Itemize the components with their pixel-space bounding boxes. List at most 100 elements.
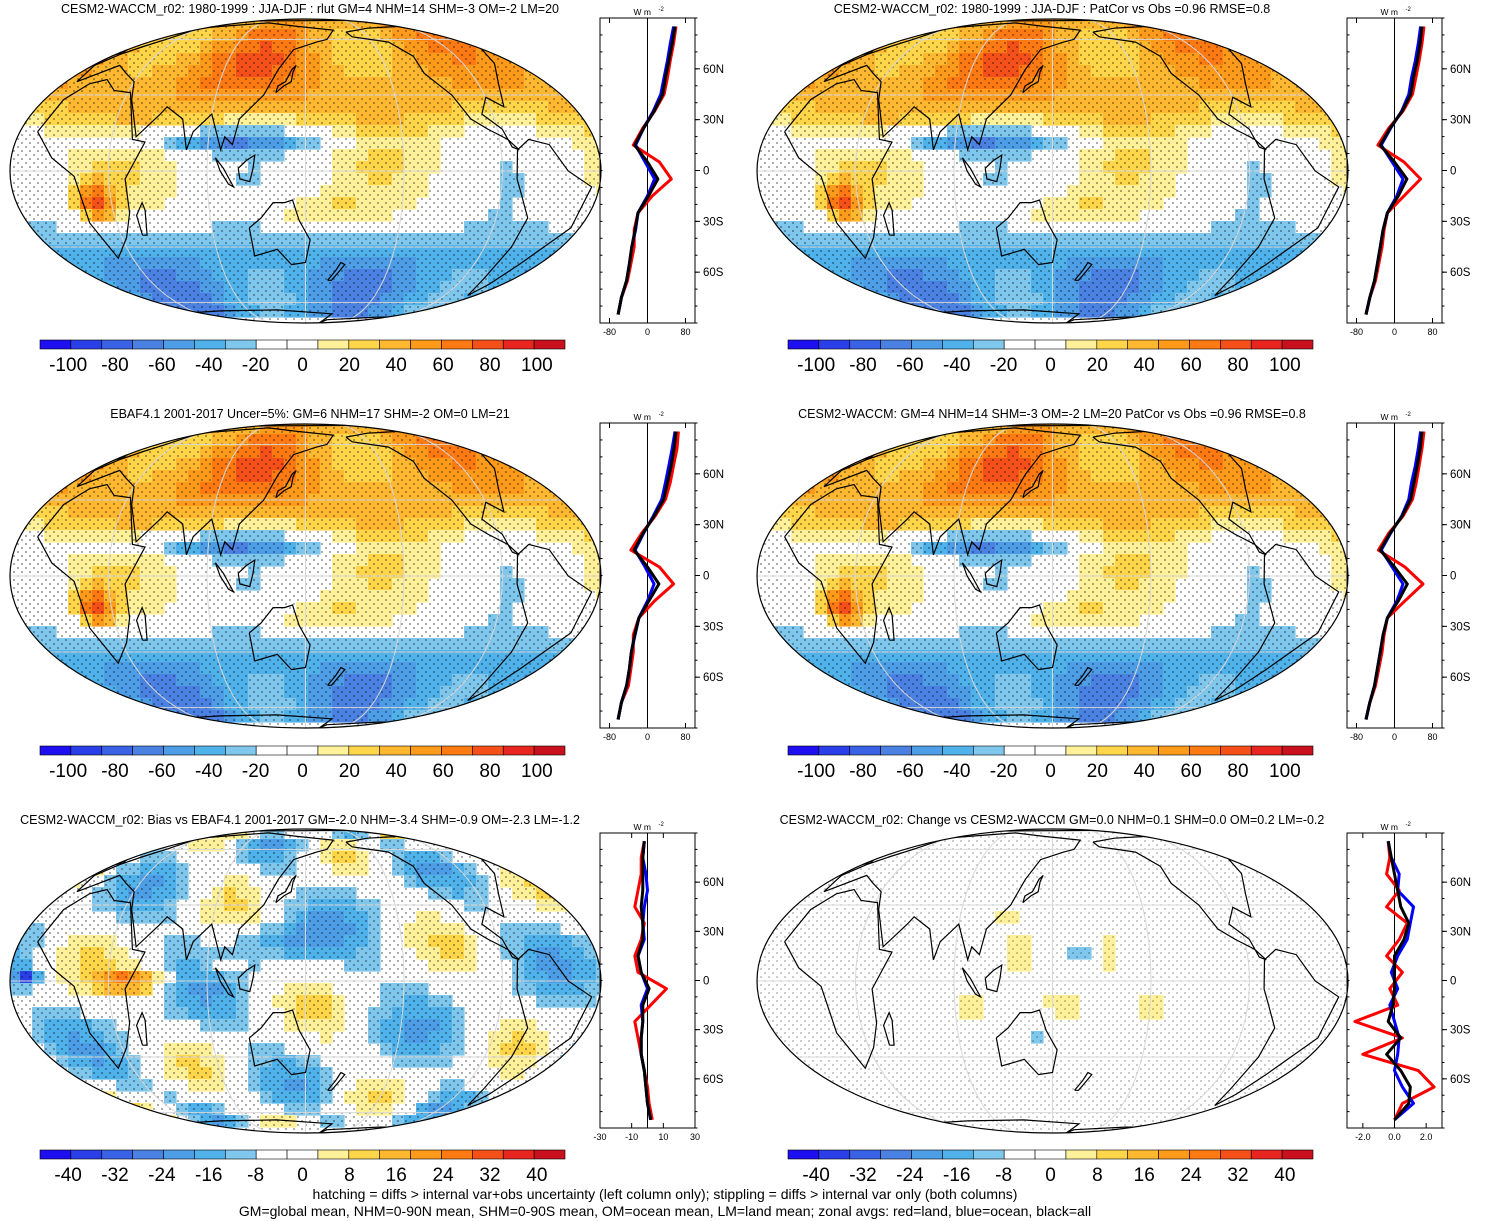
field-cell — [815, 446, 828, 459]
coastline-samerica — [467, 948, 593, 1107]
gridline-meridian — [206, 424, 279, 728]
map-projection — [9, 18, 602, 324]
field-cell — [20, 65, 33, 78]
zonal-unit-label: W m — [634, 412, 651, 422]
colorbar-tick-label: -40 — [54, 1165, 81, 1186]
colorbar-tick-label: -20 — [242, 761, 269, 782]
x-tick-label: 0 — [1392, 327, 1397, 337]
panel-title: CESM2-WACCM_r02: 1980-1999 : JJA-DJF : r… — [61, 2, 559, 16]
colorbar-swatch — [163, 1149, 195, 1160]
field-cell — [188, 19, 201, 30]
field-cell — [1235, 305, 1248, 318]
field-cell — [68, 281, 81, 294]
coastline-sumatra — [961, 562, 982, 594]
field-cell — [887, 305, 900, 318]
map-field — [757, 19, 1348, 323]
field-cell — [44, 887, 57, 900]
field-cell — [1247, 446, 1260, 459]
field-cell — [10, 911, 21, 924]
panel-title: EBAF4.1 2001-2017 Uncer=5%: GM=6 NHM=17 … — [110, 407, 510, 421]
field-cell — [1331, 257, 1344, 270]
map-field — [10, 424, 601, 728]
field-cell — [767, 233, 780, 246]
coastline-samerica — [1214, 948, 1340, 1107]
field-cell — [440, 424, 453, 435]
field-cell — [488, 434, 501, 447]
field-cell — [32, 875, 45, 888]
field-cell — [452, 19, 465, 30]
colorbar-swatch — [1003, 745, 1036, 756]
field-cell — [524, 698, 537, 711]
field-cell — [584, 77, 597, 90]
field-cell — [572, 650, 585, 663]
colorbar: -100 -80 -60 -40 -20 0 20 40 60 80 100 — [787, 339, 1314, 376]
colorbar-swatch — [132, 1149, 164, 1160]
field-cell — [548, 281, 561, 294]
field-cell — [899, 19, 912, 30]
colorbar-tick-label: 60 — [1181, 761, 1202, 782]
field-cell — [1319, 89, 1332, 102]
colorbar-tick-label: -100 — [797, 355, 835, 376]
colorbar-swatch — [194, 745, 226, 756]
field-cell — [1199, 19, 1212, 30]
field-cell — [560, 257, 573, 270]
colorbar-swatch — [441, 339, 473, 350]
field-cell — [32, 482, 45, 495]
field-cell — [488, 839, 501, 852]
field-cell — [1259, 41, 1272, 54]
field-cell — [803, 470, 816, 483]
colorbar-swatch — [317, 745, 350, 756]
field-cell — [476, 434, 489, 447]
colorbar-swatch — [818, 1149, 851, 1160]
field-cell — [524, 458, 537, 471]
field-cell — [1247, 434, 1260, 447]
field-cell — [757, 494, 768, 507]
field-cell — [1235, 710, 1248, 723]
lat-tick-label: 30S — [703, 621, 724, 633]
colorbar-tick-label: -100 — [797, 761, 835, 782]
field-cell — [1271, 686, 1284, 699]
field-cell — [92, 41, 105, 54]
field-cell — [152, 19, 165, 30]
x-tick-label: 80 — [1427, 327, 1437, 337]
field-cell — [1187, 424, 1200, 435]
lat-tick-label: 60S — [1450, 1074, 1471, 1086]
field-cell — [548, 686, 561, 699]
zonal-line-all — [616, 431, 678, 720]
field-cell — [767, 662, 780, 675]
field-cell — [20, 911, 33, 924]
field-cell — [44, 257, 57, 270]
field-cell — [512, 686, 525, 699]
zonal-unit-label: W m — [1381, 822, 1398, 832]
field-cell — [80, 446, 93, 459]
field-cell — [584, 482, 597, 495]
field-cell — [803, 458, 816, 471]
field-cell — [1211, 434, 1224, 447]
field-cell — [476, 710, 489, 723]
field-cell — [1271, 446, 1284, 459]
colorbar-tick-label: -80 — [849, 761, 876, 782]
x-tick-label: -80 — [603, 732, 616, 742]
colorbar-swatch — [348, 745, 381, 756]
field-cell — [10, 89, 21, 102]
coastline-samerica — [1214, 543, 1340, 702]
colorbar-swatch — [132, 745, 164, 756]
field-cell — [548, 875, 561, 888]
field-cell — [839, 434, 852, 447]
field-cell — [572, 77, 585, 90]
field-cell — [1319, 470, 1332, 483]
field-cell — [68, 1103, 81, 1116]
field-cell — [572, 269, 585, 282]
field-cell — [32, 257, 45, 270]
field-cell — [10, 233, 21, 246]
field-cell — [20, 77, 33, 90]
field-cell — [1187, 710, 1200, 723]
colorbar-swatch — [533, 339, 566, 350]
field-cell — [1283, 458, 1296, 471]
field-cell — [791, 662, 804, 675]
field-cell — [464, 1115, 477, 1128]
field-cell — [164, 829, 177, 840]
x-tick-label: 80 — [680, 732, 690, 742]
field-cell — [815, 686, 828, 699]
colorbar-swatch — [972, 339, 1005, 350]
